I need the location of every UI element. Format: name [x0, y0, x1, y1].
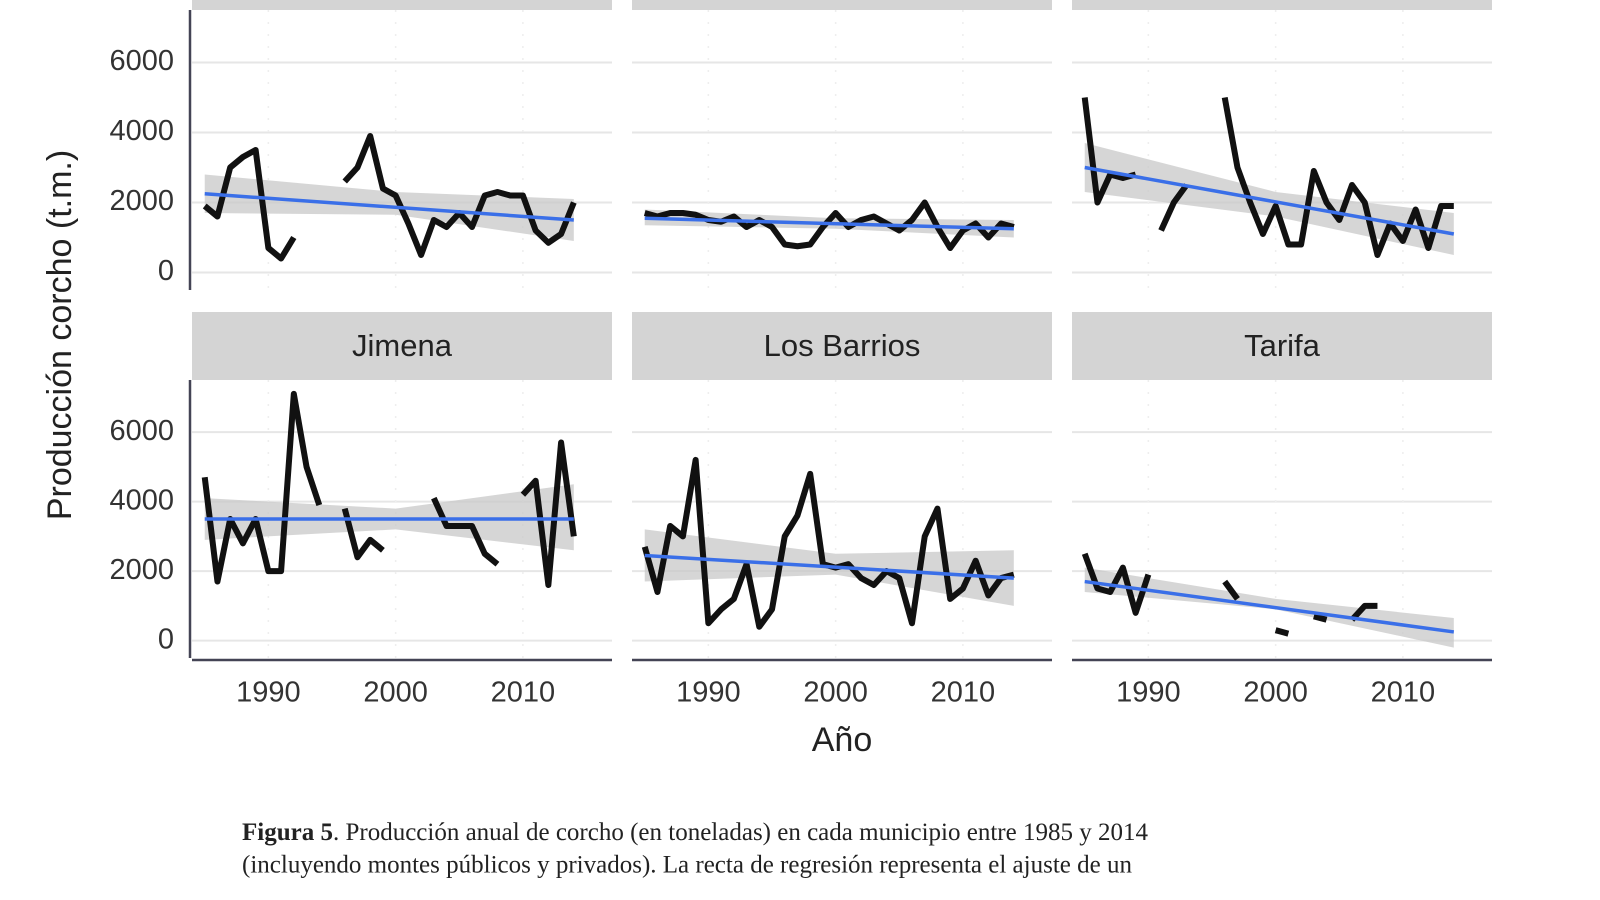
caption-text: . Producción anual de corcho (en tonelad…	[333, 819, 1149, 846]
x-tick-label: 1990	[236, 677, 301, 709]
facet-strip	[192, 0, 612, 10]
data-line	[641, 456, 1015, 630]
trend-line	[1084, 165, 1455, 236]
x-tick-label: 2010	[931, 677, 996, 709]
y-tick-label: 6000	[109, 415, 174, 447]
caption: (incluyendo montes públicos y privados).…	[242, 852, 1132, 879]
caption: Figura 5. Producción anual de corcho (en…	[242, 819, 1148, 846]
facet-title: Jimena	[352, 328, 453, 363]
y-tick-label: 0	[158, 623, 174, 655]
y-tick-label: 2000	[109, 185, 174, 217]
y-tick-label: 0	[158, 255, 174, 287]
x-tick-label: 2000	[363, 677, 428, 709]
facet-title: Tarifa	[1244, 328, 1321, 363]
x-tick-label: 1990	[676, 677, 741, 709]
facet-strip	[1072, 0, 1492, 10]
y-tick-label: 4000	[109, 115, 174, 147]
facet-strip	[632, 312, 1052, 380]
facet-strip	[192, 312, 612, 380]
trend-line	[644, 216, 1014, 231]
x-tick-label: 2010	[491, 677, 556, 709]
x-tick-label: 2010	[1371, 677, 1436, 709]
x-tick-label: 1990	[1116, 677, 1181, 709]
y-tick-label: 6000	[109, 45, 174, 77]
x-tick-label: 2000	[1243, 677, 1308, 709]
y-axis-label: Producción corcho (t.m.)	[41, 150, 79, 520]
x-tick-label: 2000	[803, 677, 868, 709]
facet-title: Los Barrios	[764, 328, 921, 363]
trend-line	[1084, 579, 1455, 634]
x-axis-label: Año	[812, 721, 873, 759]
data-line	[1081, 552, 1378, 637]
facet-strip	[632, 0, 1052, 10]
y-tick-label: 2000	[109, 554, 174, 586]
y-tick-label: 4000	[109, 484, 174, 516]
trend-line	[644, 553, 1014, 580]
data-line	[201, 390, 577, 589]
trend-line	[204, 192, 574, 222]
facet-strip	[1072, 312, 1492, 380]
caption-label: Figura 5	[242, 819, 333, 846]
